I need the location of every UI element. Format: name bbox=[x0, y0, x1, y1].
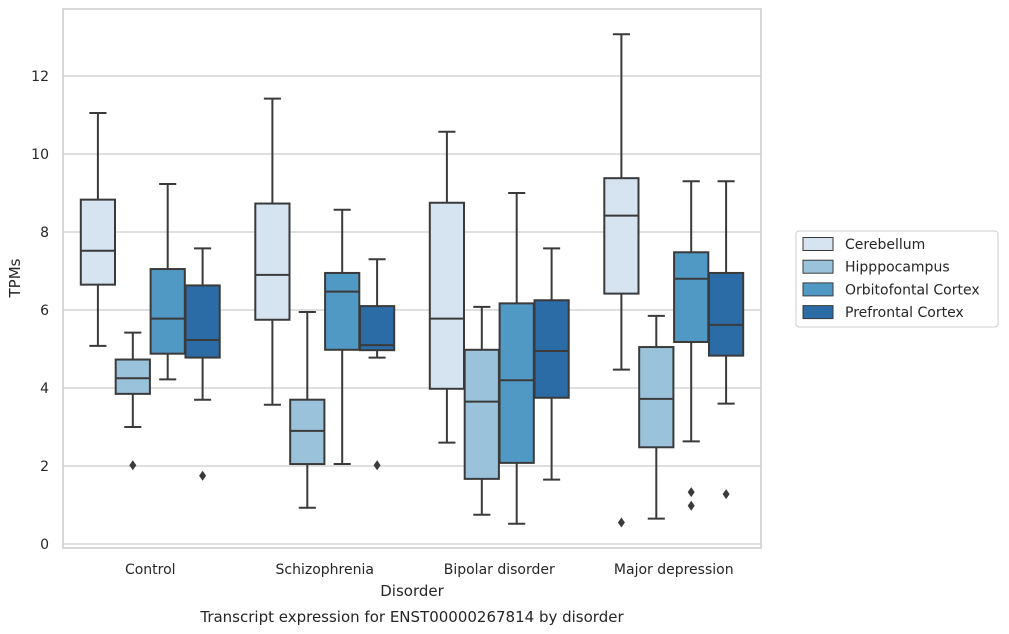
box bbox=[533, 299, 570, 399]
box bbox=[638, 346, 675, 449]
legend-label: Hipppocampus bbox=[845, 260, 950, 276]
box bbox=[184, 284, 221, 359]
legend: Cerebellum Hipppocampus Orbitofontal Corte… bbox=[795, 230, 999, 328]
legend-label: Cerebellum bbox=[845, 237, 925, 253]
outlier-point bbox=[373, 460, 381, 471]
outlier-point bbox=[617, 517, 625, 528]
box bbox=[673, 251, 710, 343]
y-tick-label: 6 bbox=[40, 303, 49, 319]
x-tick-label: Schizophrenia bbox=[276, 562, 374, 578]
outlier-point bbox=[199, 470, 207, 481]
legend-swatch bbox=[802, 282, 834, 297]
outlier-point bbox=[722, 489, 730, 500]
box bbox=[707, 271, 745, 357]
y-tick-label: 10 bbox=[31, 147, 49, 163]
box bbox=[498, 302, 535, 464]
x-tick-label: Control bbox=[125, 562, 176, 578]
box bbox=[358, 305, 396, 352]
x-axis-label: Disorder bbox=[380, 582, 444, 600]
legend-swatch bbox=[802, 305, 834, 320]
legend-frame bbox=[795, 230, 999, 328]
box bbox=[149, 268, 186, 355]
y-tick-label: 2 bbox=[40, 459, 49, 475]
box bbox=[603, 177, 640, 295]
box bbox=[324, 271, 361, 351]
y-tick-labels: 0 2 4 6 8 10 12 bbox=[31, 69, 49, 553]
box bbox=[463, 348, 500, 480]
legend-swatch bbox=[802, 259, 834, 274]
y-tick-label: 8 bbox=[40, 225, 49, 241]
outlier-point bbox=[129, 460, 137, 471]
chart-caption: Transcript expression for ENST0000026781… bbox=[199, 608, 624, 626]
box-elements bbox=[79, 33, 745, 528]
legend-swatch bbox=[802, 237, 834, 251]
y-tick-label: 0 bbox=[40, 537, 49, 553]
y-tick-label: 12 bbox=[31, 69, 49, 85]
box bbox=[254, 202, 291, 321]
y-tick-label: 4 bbox=[40, 381, 49, 397]
x-tick-label: Bipolar disorder bbox=[444, 562, 555, 578]
outlier-point bbox=[687, 500, 695, 511]
legend-label: Prefrontal Cortex bbox=[845, 305, 964, 321]
grid-lines bbox=[63, 75, 761, 545]
outlier-point bbox=[687, 487, 695, 498]
x-tick-labels: Control Schizophrenia Bipolar disorder Majo… bbox=[125, 562, 734, 578]
box bbox=[428, 201, 466, 390]
box bbox=[79, 198, 117, 286]
x-tick-label: Major depression bbox=[614, 562, 734, 578]
legend-label: Orbitofontal Cortex bbox=[845, 282, 980, 298]
box bbox=[114, 358, 151, 395]
y-axis-label: TPMs bbox=[6, 258, 24, 298]
